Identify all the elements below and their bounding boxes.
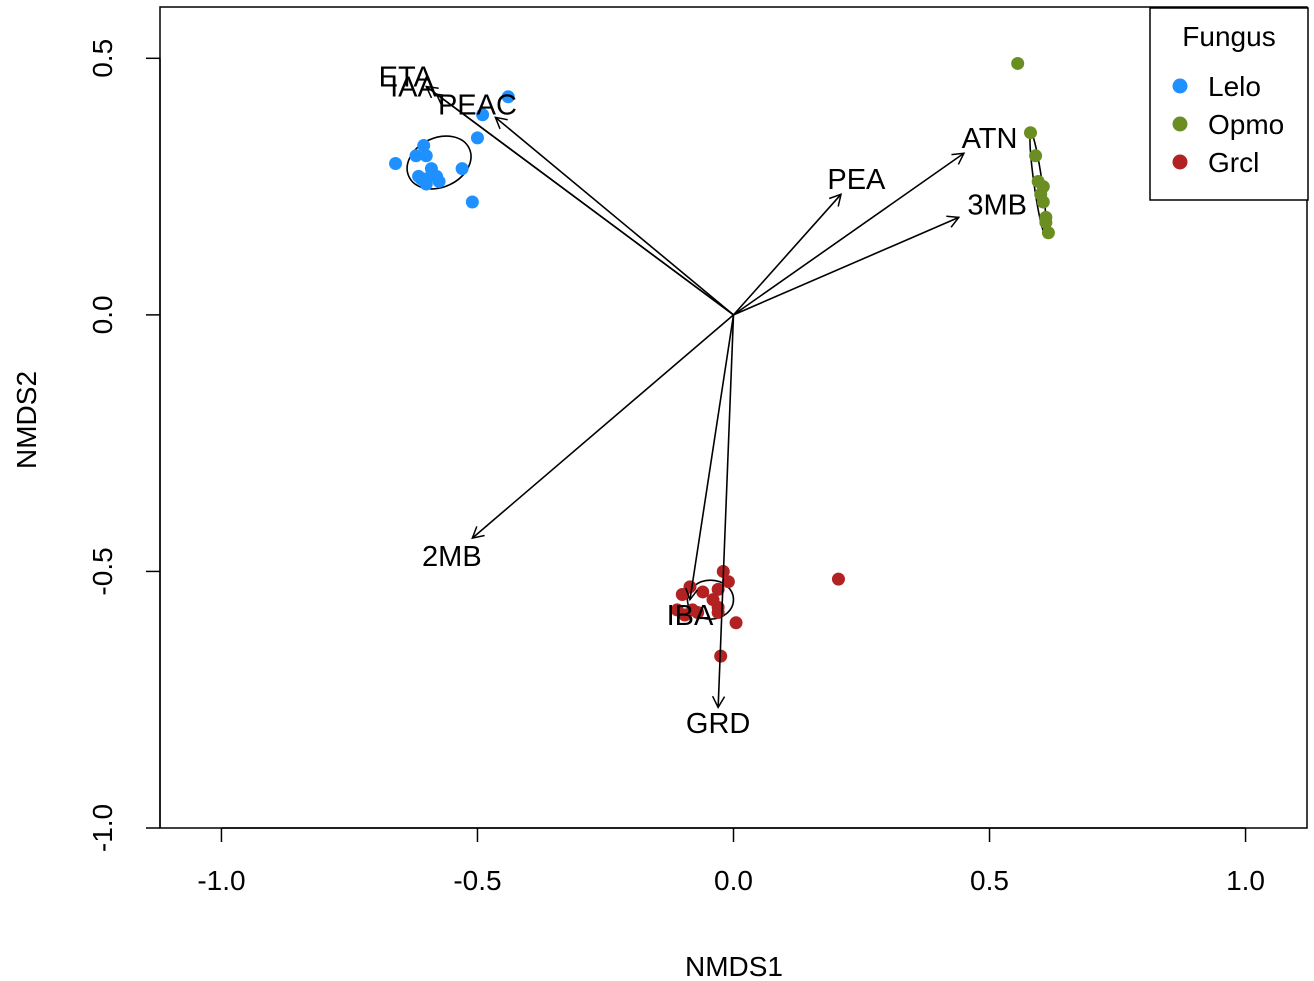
point-opmo (1023, 126, 1037, 140)
y-tick-label: -1.0 (87, 804, 118, 852)
env-vectors (425, 85, 966, 709)
point-opmo (1039, 216, 1053, 230)
point-lelo (389, 157, 403, 171)
point-grcl (831, 572, 845, 586)
vector-label-atn: ATN (962, 123, 1018, 155)
point-opmo (1041, 226, 1055, 240)
vector-label-iba: IBA (667, 600, 714, 632)
x-tick-label: 0.5 (970, 865, 1009, 896)
legend-label-grcl: Grcl (1208, 147, 1259, 178)
x-axis-label: NMDS1 (685, 951, 783, 981)
point-opmo (1036, 195, 1050, 209)
ellipse-lelo (406, 135, 472, 190)
vector-pea (732, 193, 843, 316)
legend-marker-lelo (1172, 78, 1188, 94)
legend: Fungus Lelo Opmo Grcl (1149, 7, 1309, 201)
point-grcl (691, 605, 705, 619)
data-points (389, 56, 1055, 663)
legend-marker-opmo (1172, 116, 1188, 132)
point-grcl (721, 575, 735, 589)
vector-atn (733, 152, 966, 316)
point-grcl (711, 582, 725, 596)
point-lelo (470, 131, 484, 145)
y-tick-label: 0.5 (87, 39, 118, 78)
x-tick-label: -1.0 (197, 865, 245, 896)
vector-label-eta: ETA (379, 61, 434, 93)
vector-label-pea: PEA (827, 164, 886, 196)
vector-2mb (471, 314, 735, 540)
point-lelo (501, 90, 515, 104)
x-axis: -1.0 -0.5 0.0 0.5 1.0 (197, 827, 1265, 896)
point-lelo (419, 149, 433, 163)
point-opmo (1011, 56, 1025, 70)
point-lelo (432, 174, 446, 188)
y-tick-label: -0.5 (87, 547, 118, 595)
x-tick-label: -0.5 (453, 865, 501, 896)
point-grcl (729, 616, 743, 630)
vector-iba (685, 314, 735, 602)
point-grcl (696, 585, 710, 599)
vector-iaa (435, 93, 734, 316)
legend-title: Fungus (1182, 21, 1275, 52)
plot-frame (159, 6, 1308, 829)
point-lelo (417, 139, 431, 153)
vector-label-iaa: IAA (390, 72, 437, 104)
point-lelo (414, 172, 428, 186)
vector-label-peac: PEAC (438, 89, 517, 121)
x-tick-label: 0.0 (714, 865, 753, 896)
point-lelo (409, 149, 423, 163)
legend-marker-grcl (1172, 154, 1188, 170)
legend-items: Lelo Opmo Grcl (1172, 71, 1284, 178)
point-lelo (455, 162, 469, 176)
point-opmo (1029, 149, 1043, 163)
legend-label-lelo: Lelo (1208, 71, 1261, 102)
legend-label-opmo: Opmo (1208, 109, 1284, 140)
point-lelo (465, 195, 479, 209)
point-lelo (476, 108, 490, 122)
vector-label-grd: GRD (686, 708, 750, 740)
vector-peac (494, 116, 735, 316)
vector-label-3mb: 3MB (967, 190, 1027, 222)
y-axis: -1.0 -0.5 0.0 0.5 (87, 39, 161, 852)
vector-grd (711, 314, 735, 709)
x-tick-label: 1.0 (1226, 865, 1265, 896)
y-axis-label: NMDS2 (11, 371, 42, 469)
y-tick-label: 0.0 (87, 295, 118, 334)
vector-label-2mb: 2MB (422, 541, 482, 573)
vector-3mb (733, 215, 961, 316)
